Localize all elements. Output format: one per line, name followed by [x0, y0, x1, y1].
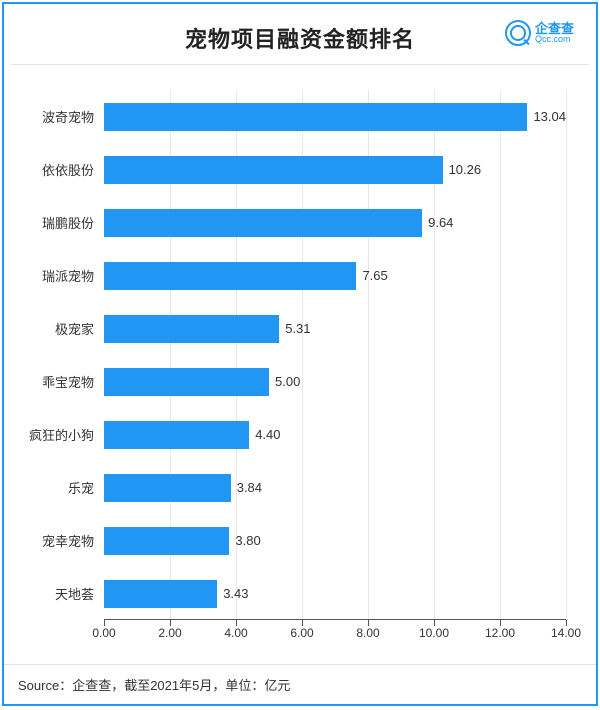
logo-en: Qcc.com: [535, 35, 574, 44]
x-tick-label: 4.00: [224, 626, 247, 640]
bar-row: 极宠家5.31: [104, 315, 566, 343]
bar-row: 疯狂的小狗4.40: [104, 421, 566, 449]
bar: [104, 103, 527, 131]
x-tick-label: 10.00: [419, 626, 449, 640]
category-label: 瑞派宠物: [42, 266, 94, 285]
x-axis: 0.002.004.006.008.0010.0012.0014.00: [104, 620, 566, 645]
bar: [104, 421, 249, 449]
logo: 企查查 Qcc.com: [505, 20, 574, 46]
chart-title: 宠物项目融资金额排名: [185, 22, 415, 54]
category-label: 瑞鹏股份: [42, 213, 94, 232]
bar: [104, 209, 422, 237]
x-tick-label: 8.00: [356, 626, 379, 640]
x-tick-label: 12.00: [485, 626, 515, 640]
x-tick-label: 2.00: [158, 626, 181, 640]
bar-row: 天地荟3.43: [104, 580, 566, 608]
bar-row: 依依股份10.26: [104, 156, 566, 184]
bar-value-label: 9.64: [428, 215, 453, 230]
bar: [104, 262, 356, 290]
category-label: 波奇宠物: [42, 107, 94, 126]
logo-text: 企查查 Qcc.com: [535, 22, 574, 44]
x-tick-label: 6.00: [290, 626, 313, 640]
bar-value-label: 5.00: [275, 374, 300, 389]
divider: [11, 64, 589, 65]
category-label: 极宠家: [55, 319, 94, 338]
bar: [104, 527, 229, 555]
chart-frame: 宠物项目融资金额排名 企查查 Qcc.com 波奇宠物13.04依依股份10.2…: [2, 2, 598, 706]
search-icon: [505, 20, 531, 46]
category-label: 疯狂的小狗: [29, 425, 94, 444]
category-label: 宠幸宠物: [42, 531, 94, 550]
bar: [104, 580, 217, 608]
bar-row: 波奇宠物13.04: [104, 103, 566, 131]
category-label: 天地荟: [55, 584, 94, 603]
bar-value-label: 3.80: [235, 533, 260, 548]
bar-row: 乐宠3.84: [104, 474, 566, 502]
x-tick-label: 0.00: [92, 626, 115, 640]
header: 宠物项目融资金额排名 企查查 Qcc.com: [4, 4, 596, 64]
bar-row: 瑞派宠物7.65: [104, 262, 566, 290]
bar-value-label: 3.84: [237, 480, 262, 495]
bar: [104, 474, 231, 502]
bar: [104, 368, 269, 396]
chart-area: 波奇宠物13.04 依依股份10.26 瑞鹏股份9.64 瑞派宠物7.65 极宠家5.3…: [104, 90, 566, 645]
x-tick-label: 14.00: [551, 626, 581, 640]
bar: [104, 156, 443, 184]
bar-value-label: 5.31: [285, 321, 310, 336]
bar-row: 瑞鹏股份9.64: [104, 209, 566, 237]
bar-value-label: 3.43: [223, 586, 248, 601]
category-label: 乐宠: [68, 478, 94, 497]
bar-value-label: 4.40: [255, 427, 280, 442]
bar-value-label: 10.26: [449, 162, 482, 177]
bar-value-label: 7.65: [362, 268, 387, 283]
bar-row: 乖宝宠物5.00: [104, 368, 566, 396]
gridline: [566, 90, 567, 619]
plot: 波奇宠物13.04 依依股份10.26 瑞鹏股份9.64 瑞派宠物7.65 极宠家5.3…: [104, 90, 566, 620]
category-label: 乖宝宠物: [42, 372, 94, 391]
bar: [104, 315, 279, 343]
source-text: Source：企查查，截至2021年5月，单位：亿元: [4, 664, 596, 704]
category-label: 依依股份: [42, 160, 94, 179]
bar-value-label: 13.04: [533, 109, 566, 124]
bar-row: 宠幸宠物3.80: [104, 527, 566, 555]
